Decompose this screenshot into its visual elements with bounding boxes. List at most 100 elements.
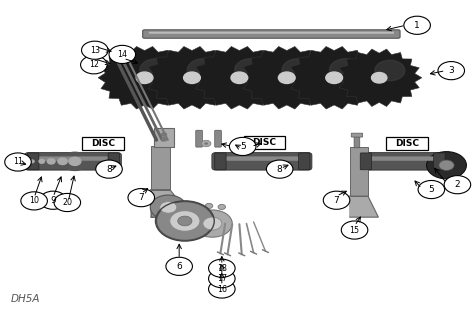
- FancyBboxPatch shape: [365, 156, 439, 161]
- Circle shape: [418, 180, 445, 199]
- Text: 7: 7: [138, 193, 144, 202]
- Polygon shape: [337, 49, 422, 107]
- Text: 2: 2: [455, 180, 460, 189]
- Text: 12: 12: [89, 60, 99, 69]
- Circle shape: [166, 257, 192, 275]
- FancyBboxPatch shape: [196, 130, 202, 147]
- Text: 10: 10: [29, 196, 39, 205]
- Circle shape: [150, 195, 186, 220]
- FancyBboxPatch shape: [299, 153, 310, 170]
- Circle shape: [170, 211, 200, 231]
- Circle shape: [209, 259, 235, 277]
- FancyBboxPatch shape: [351, 133, 363, 137]
- Circle shape: [205, 203, 213, 208]
- FancyBboxPatch shape: [149, 32, 394, 34]
- Text: 17: 17: [217, 274, 227, 283]
- Circle shape: [372, 73, 387, 83]
- Circle shape: [28, 158, 36, 164]
- FancyBboxPatch shape: [82, 137, 124, 150]
- Text: 6: 6: [176, 262, 182, 271]
- Circle shape: [404, 16, 430, 34]
- Text: DISC: DISC: [253, 138, 276, 147]
- Polygon shape: [240, 46, 333, 109]
- Text: 20: 20: [62, 198, 73, 207]
- Text: 11: 11: [13, 157, 23, 167]
- FancyBboxPatch shape: [108, 153, 119, 170]
- Circle shape: [229, 137, 256, 156]
- Circle shape: [21, 192, 47, 210]
- Text: 7: 7: [334, 196, 339, 205]
- Circle shape: [58, 158, 67, 165]
- Text: 5: 5: [428, 185, 434, 194]
- Text: 1: 1: [414, 21, 420, 30]
- FancyBboxPatch shape: [357, 153, 447, 170]
- Circle shape: [438, 62, 465, 80]
- Circle shape: [341, 221, 368, 239]
- Circle shape: [5, 153, 31, 171]
- FancyBboxPatch shape: [215, 153, 226, 170]
- Circle shape: [109, 45, 136, 64]
- FancyBboxPatch shape: [212, 153, 312, 170]
- Circle shape: [39, 159, 45, 163]
- Circle shape: [183, 72, 201, 84]
- Circle shape: [156, 202, 213, 240]
- Circle shape: [427, 152, 466, 179]
- Circle shape: [81, 56, 107, 74]
- Polygon shape: [288, 46, 381, 109]
- Text: DISC: DISC: [91, 139, 115, 148]
- Circle shape: [36, 157, 48, 166]
- Circle shape: [96, 160, 122, 178]
- FancyBboxPatch shape: [143, 30, 400, 38]
- Circle shape: [185, 213, 192, 218]
- Circle shape: [218, 204, 226, 210]
- Text: 18: 18: [217, 264, 227, 273]
- FancyBboxPatch shape: [360, 153, 372, 170]
- Circle shape: [47, 159, 55, 164]
- Text: 13: 13: [90, 46, 100, 55]
- Text: 8: 8: [277, 165, 283, 174]
- Circle shape: [128, 189, 155, 207]
- Circle shape: [43, 156, 60, 167]
- Text: 3: 3: [448, 66, 454, 75]
- Circle shape: [439, 160, 454, 170]
- Text: DH5A: DH5A: [10, 294, 40, 304]
- Circle shape: [82, 41, 108, 59]
- Circle shape: [375, 60, 405, 81]
- Polygon shape: [98, 46, 191, 109]
- Circle shape: [30, 160, 34, 163]
- Circle shape: [266, 160, 293, 178]
- Circle shape: [160, 202, 177, 213]
- FancyBboxPatch shape: [32, 156, 114, 161]
- Circle shape: [52, 154, 73, 168]
- Circle shape: [40, 191, 66, 209]
- Circle shape: [162, 138, 166, 141]
- Circle shape: [235, 59, 267, 81]
- FancyBboxPatch shape: [354, 135, 360, 148]
- FancyBboxPatch shape: [25, 153, 121, 170]
- Circle shape: [69, 157, 81, 166]
- FancyBboxPatch shape: [219, 156, 304, 161]
- Circle shape: [178, 216, 192, 226]
- Circle shape: [204, 142, 208, 145]
- FancyBboxPatch shape: [386, 137, 428, 150]
- Circle shape: [187, 59, 220, 81]
- Circle shape: [209, 280, 235, 298]
- Circle shape: [201, 140, 211, 147]
- Circle shape: [282, 59, 315, 81]
- Text: 5: 5: [240, 142, 246, 151]
- Text: 14: 14: [117, 50, 128, 59]
- FancyBboxPatch shape: [350, 147, 368, 196]
- Text: DISC: DISC: [395, 139, 419, 148]
- Circle shape: [323, 191, 350, 209]
- FancyBboxPatch shape: [244, 136, 285, 149]
- Circle shape: [54, 193, 81, 212]
- Text: 16: 16: [217, 284, 227, 294]
- Text: 8: 8: [106, 165, 112, 174]
- Polygon shape: [151, 190, 184, 217]
- Polygon shape: [193, 46, 286, 109]
- Polygon shape: [350, 196, 378, 217]
- Circle shape: [192, 210, 232, 237]
- Circle shape: [278, 72, 295, 84]
- Polygon shape: [146, 46, 238, 109]
- Circle shape: [140, 59, 173, 81]
